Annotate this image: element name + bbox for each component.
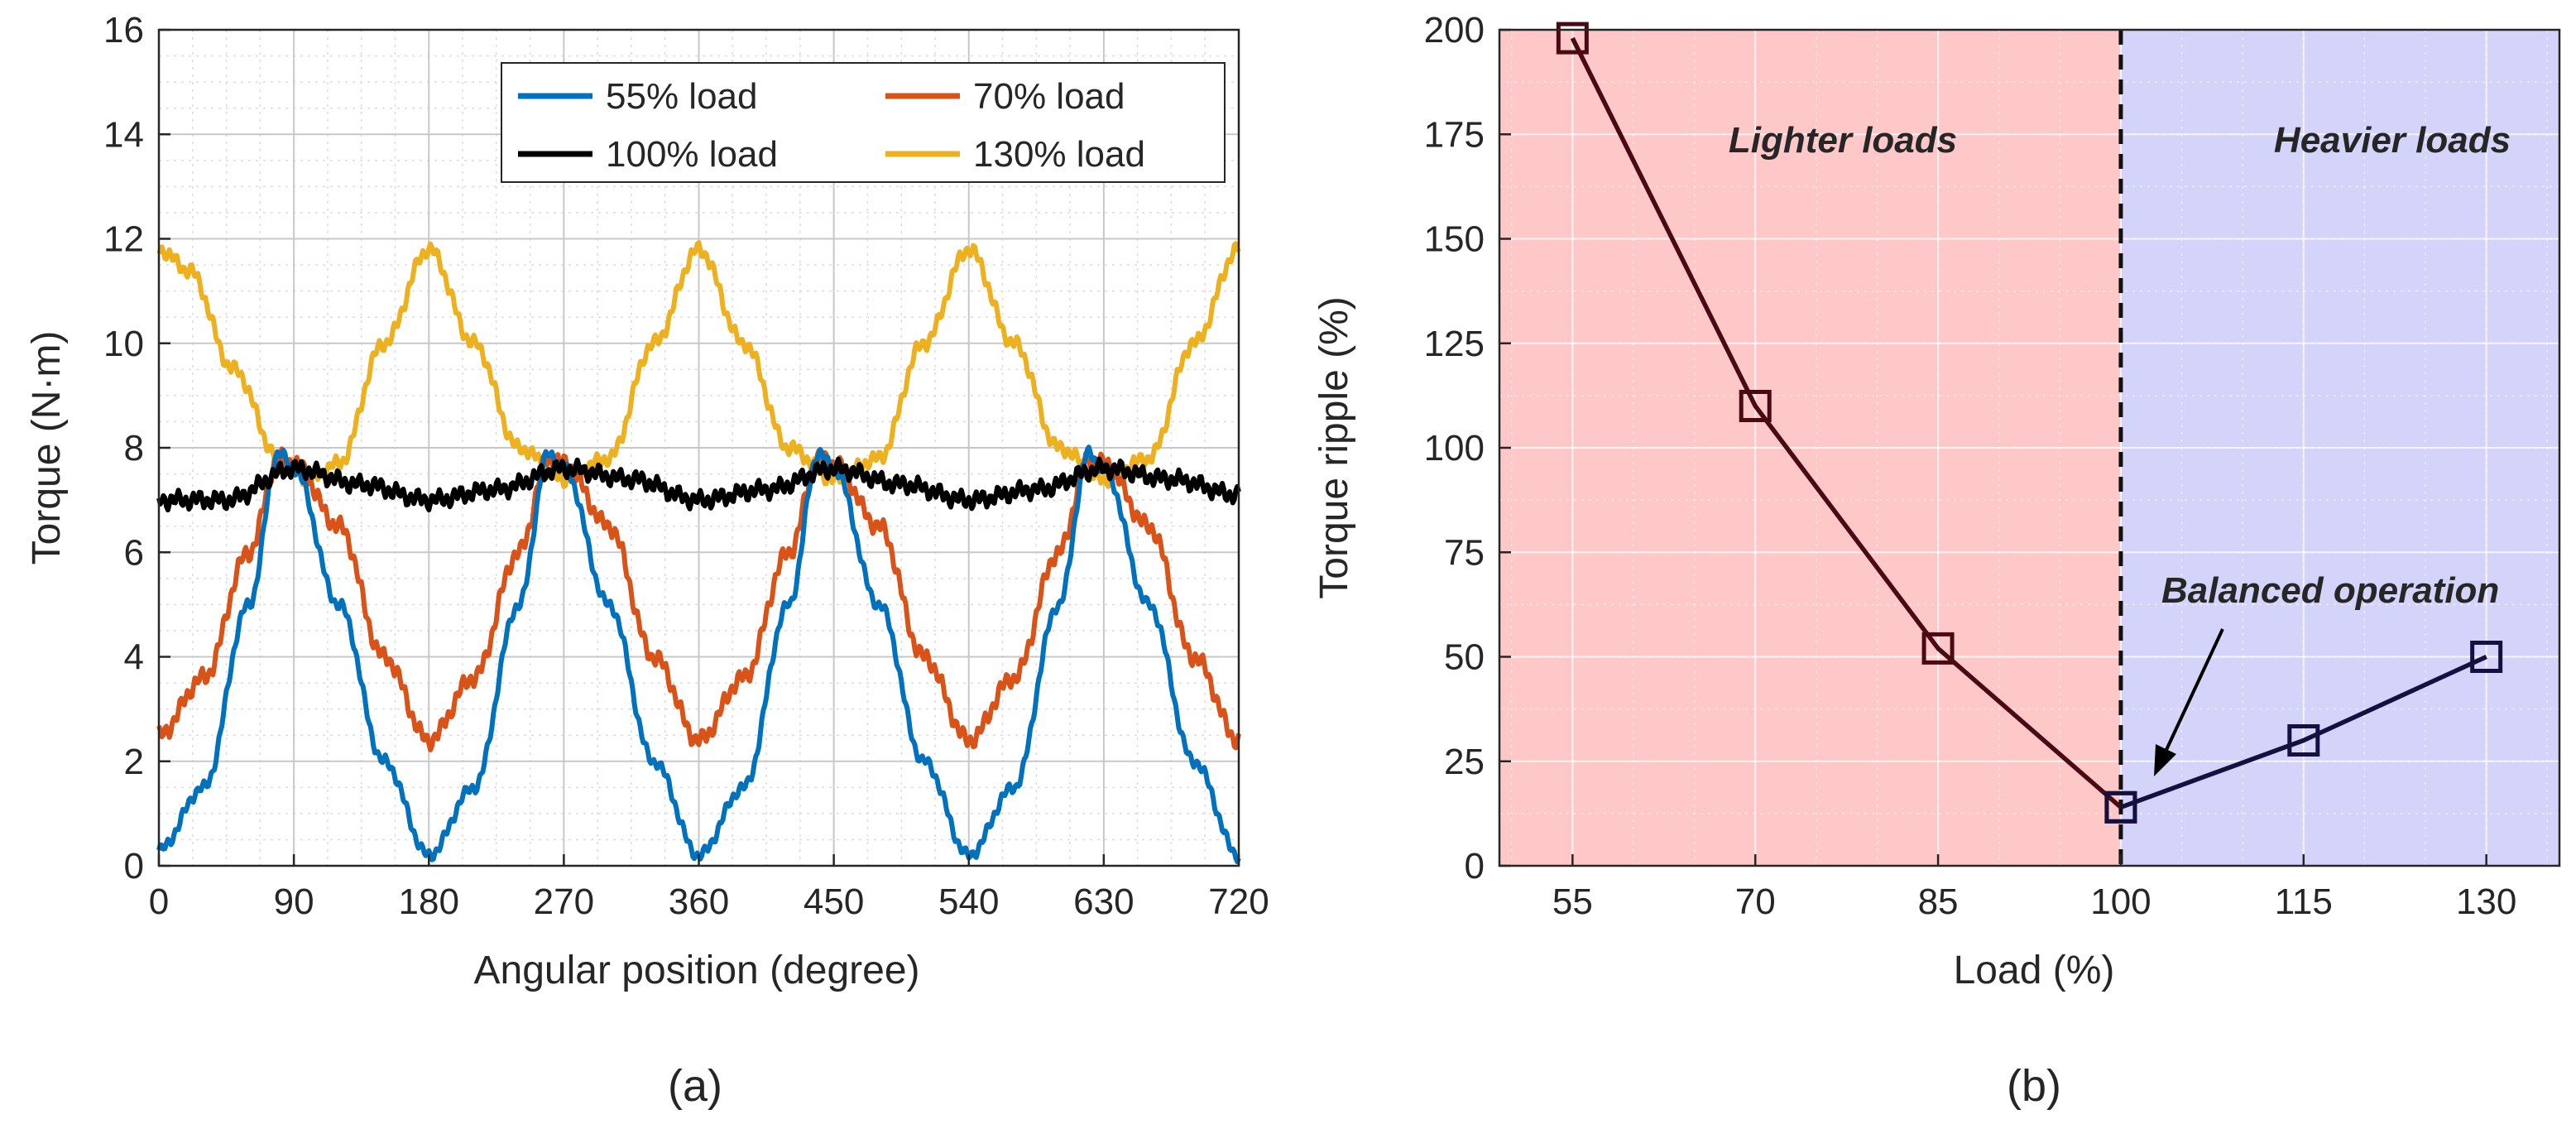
x-tick-label: 450 [804, 882, 864, 922]
y-tick-label: 10 [103, 324, 144, 364]
y-axis-label: Torque ripple (%) [1312, 296, 1356, 598]
y-tick-label: 75 [1444, 532, 1485, 573]
axis-ticks: 0 90 180 270 360 450 540 630 720 0 2 4 6 8 10 12 14 16 [103, 10, 1269, 922]
grid [1499, 29, 2559, 867]
y-tick-label: 0 [124, 846, 144, 886]
series-line-130load [156, 240, 1241, 489]
legend: 55% load 70% load 100% load 130% load [501, 62, 1226, 183]
y-tick-label: 16 [103, 10, 144, 50]
y-tick-label: 200 [1424, 10, 1485, 50]
y-tick-label: 150 [1424, 219, 1485, 260]
legend-label-70: 70% load [973, 76, 1125, 117]
series-line-1 [2119, 654, 2487, 810]
legend-label-130: 130% load [973, 134, 1145, 175]
y-tick-label: 100 [1424, 428, 1485, 468]
y-tick-label: 6 [124, 532, 144, 573]
x-tick-label: 360 [669, 882, 729, 922]
y-tick-label: 175 [1424, 114, 1485, 155]
data-point-marker [2104, 790, 2137, 824]
series-line-0 [1570, 36, 2123, 810]
x-tick-label: 540 [938, 882, 999, 922]
axis-ticks: 55 70 85 100 115 130 0 25 50 75 100 125 150 175 200 [1424, 10, 2517, 922]
panel-label-a: (a) [668, 1061, 722, 1111]
y-tick-label: 2 [124, 742, 144, 782]
panel-label-b: (b) [2007, 1061, 2061, 1111]
data-point-marker [2287, 724, 2320, 757]
data-point-marker [1739, 390, 1772, 422]
x-axis-label: Angular position (degree) [474, 949, 920, 992]
x-tick-label: 720 [1208, 882, 1269, 922]
y-tick-label: 125 [1424, 324, 1485, 364]
y-tick-label: 0 [1465, 846, 1485, 886]
series-line-100load [156, 456, 1241, 513]
y-tick-label: 12 [103, 219, 144, 260]
x-tick-label: 130 [2456, 882, 2516, 922]
annotation-arrow [2154, 628, 2224, 776]
data-point-marker [2470, 641, 2503, 673]
x-tick-label: 0 [149, 882, 169, 922]
x-tick-label: 100 [2090, 882, 2151, 922]
legend-box [501, 62, 1226, 183]
annotation-balanced-operation: Balanced operation [2161, 570, 2499, 611]
series-line-70load [156, 446, 1241, 752]
region-label-lighter: Lighter loads [1729, 120, 1957, 161]
x-tick-label: 85 [1918, 882, 1959, 922]
legend-label-100: 100% load [606, 134, 778, 175]
x-tick-label: 630 [1073, 882, 1134, 922]
region-label-heavier: Heavier loads [2274, 120, 2511, 161]
series-group [1556, 22, 2503, 824]
legend-label-55: 55% load [606, 76, 757, 117]
arrowhead [2154, 744, 2176, 776]
y-axis-label: Torque (N·m) [25, 331, 69, 565]
x-tick-label: 90 [274, 882, 314, 922]
x-axis-label: Load (%) [1954, 949, 2115, 992]
y-tick-label: 14 [103, 114, 144, 155]
x-tick-label: 180 [399, 882, 459, 922]
y-tick-label: 8 [124, 428, 144, 468]
panel-b: 55 70 85 100 115 130 0 25 50 75 100 125 150 175 200 Li… [1312, 10, 2561, 1111]
x-tick-label: 55 [1552, 882, 1593, 922]
y-tick-label: 25 [1444, 742, 1485, 782]
x-tick-label: 270 [534, 882, 594, 922]
x-tick-label: 70 [1735, 882, 1776, 922]
y-tick-label: 4 [124, 637, 144, 678]
x-tick-label: 115 [2275, 882, 2333, 922]
data-point-marker [1921, 632, 1955, 665]
panel-a: 0 90 180 270 360 450 540 630 720 0 2 4 6 8 10 12 14 16 55… [25, 10, 1269, 1111]
data-point-marker [1556, 22, 1589, 55]
y-tick-label: 50 [1444, 637, 1485, 678]
